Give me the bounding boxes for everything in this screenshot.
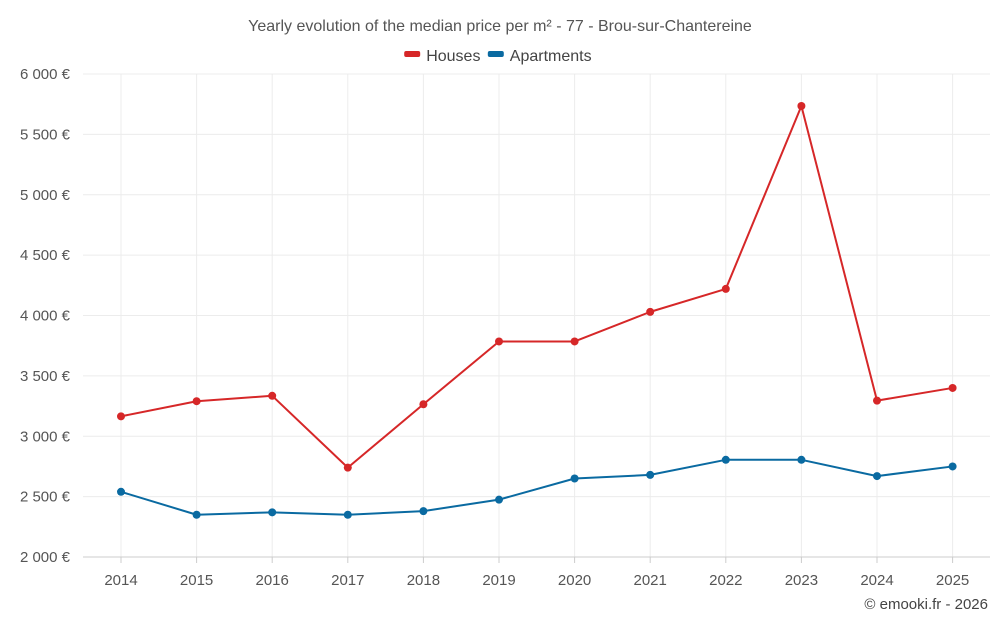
x-tick-label: 2023 bbox=[785, 572, 818, 589]
apartments-point[interactable] bbox=[797, 455, 806, 464]
legend-swatch bbox=[487, 51, 504, 57]
series-apartments bbox=[117, 455, 957, 519]
legend-item-apartments[interactable]: Apartments bbox=[487, 48, 592, 65]
apartments-point[interactable] bbox=[873, 472, 881, 481]
y-tick-label: 4 000 € bbox=[20, 308, 71, 325]
houses-point[interactable] bbox=[419, 400, 428, 409]
x-tick-label: 2017 bbox=[331, 572, 364, 589]
y-tick-label: 5 500 € bbox=[20, 126, 71, 143]
y-tick-label: 3 500 € bbox=[20, 368, 71, 385]
houses-point[interactable] bbox=[192, 397, 201, 406]
legend-item-houses[interactable]: Houses bbox=[404, 48, 480, 65]
series-houses bbox=[117, 101, 957, 472]
x-tick-label: 2019 bbox=[482, 572, 515, 589]
y-tick-label: 6 000 € bbox=[20, 66, 71, 83]
apartments-point[interactable] bbox=[570, 474, 579, 483]
x-tick-label: 2021 bbox=[634, 572, 667, 589]
credit-text: © emooki.fr - 2026 bbox=[864, 596, 988, 613]
y-tick-label: 5 000 € bbox=[20, 187, 71, 204]
houses-point[interactable] bbox=[495, 337, 503, 346]
legend-swatch bbox=[404, 51, 421, 57]
legend: Houses Apartments bbox=[404, 48, 592, 65]
houses-point[interactable] bbox=[268, 391, 277, 400]
axes: 2 000 € 2 500 € 3 000 € 3 500 € 4 000 € 4 500… bbox=[20, 66, 990, 589]
y-tick-label: 2 000 € bbox=[20, 549, 71, 566]
apartments-line bbox=[120, 458, 953, 516]
apartments-point[interactable] bbox=[268, 508, 277, 517]
legend-label: Houses bbox=[426, 48, 480, 65]
houses-point[interactable] bbox=[117, 412, 125, 421]
apartments-point[interactable] bbox=[192, 510, 201, 519]
x-tick-label: 2025 bbox=[936, 572, 969, 589]
houses-line bbox=[120, 104, 953, 469]
y-tick-label: 2 500 € bbox=[20, 489, 71, 506]
chart-title: Yearly evolution of the median price per… bbox=[248, 18, 752, 35]
apartments-point[interactable] bbox=[117, 487, 125, 496]
x-tick-label: 2015 bbox=[180, 572, 213, 589]
apartments-point[interactable] bbox=[646, 470, 655, 479]
x-tick-label: 2020 bbox=[558, 572, 591, 589]
houses-point[interactable] bbox=[570, 337, 579, 346]
legend-label: Apartments bbox=[510, 48, 592, 65]
houses-point[interactable] bbox=[948, 383, 957, 392]
y-tick-label: 4 500 € bbox=[20, 247, 71, 264]
y-tick-label: 3 000 € bbox=[20, 428, 71, 445]
apartments-point[interactable] bbox=[495, 495, 503, 504]
series-layer bbox=[117, 101, 957, 519]
x-tick-label: 2022 bbox=[709, 572, 742, 589]
houses-point[interactable] bbox=[721, 284, 730, 293]
apartments-point[interactable] bbox=[721, 455, 730, 464]
houses-point[interactable] bbox=[873, 396, 881, 405]
houses-point[interactable] bbox=[797, 101, 806, 110]
x-tick-label: 2018 bbox=[407, 572, 440, 589]
x-tick-label: 2024 bbox=[860, 572, 893, 589]
houses-point[interactable] bbox=[343, 463, 352, 472]
apartments-point[interactable] bbox=[948, 462, 957, 471]
apartments-point[interactable] bbox=[343, 510, 352, 519]
x-tick-label: 2016 bbox=[256, 572, 289, 589]
houses-point[interactable] bbox=[646, 307, 655, 316]
x-tick-label: 2014 bbox=[104, 572, 137, 589]
apartments-point[interactable] bbox=[419, 507, 428, 516]
grid bbox=[83, 73, 990, 558]
